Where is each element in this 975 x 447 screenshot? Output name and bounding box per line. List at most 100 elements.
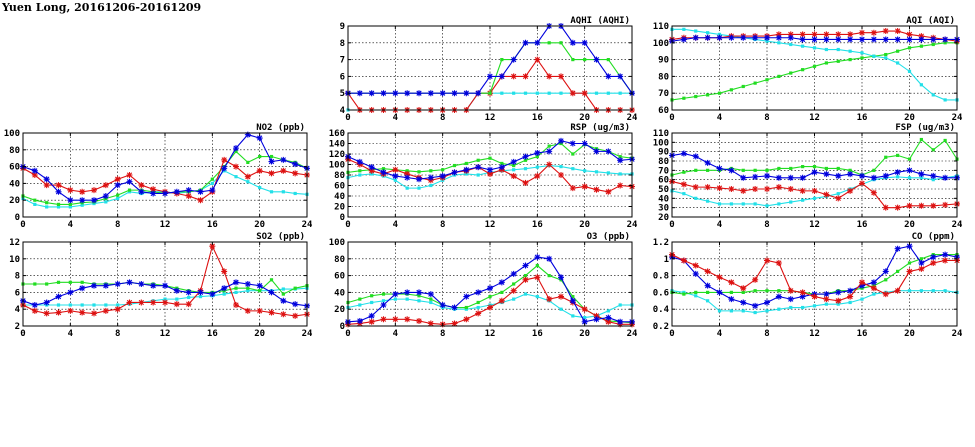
data-point — [234, 175, 238, 179]
data-point — [368, 164, 375, 171]
y-tick-label: 8 — [15, 272, 20, 282]
data-point — [150, 299, 157, 306]
y-tick-label: 5 — [340, 89, 345, 99]
data-point — [823, 296, 830, 303]
y-tick-label: 80 — [334, 255, 345, 265]
data-point — [547, 41, 551, 45]
data-point — [547, 144, 551, 148]
data-point — [824, 302, 828, 306]
data-point — [896, 61, 900, 65]
data-point — [404, 316, 411, 323]
data-point — [775, 34, 782, 41]
data-point — [859, 172, 865, 179]
data-point — [753, 289, 757, 293]
data-point — [80, 303, 84, 307]
data-point — [765, 204, 769, 208]
data-point — [392, 173, 399, 180]
data-point — [896, 153, 900, 157]
data-point — [292, 312, 299, 319]
data-point — [870, 29, 877, 36]
data-point — [571, 152, 575, 156]
data-point — [706, 168, 710, 172]
y-tick-label: 0.8 — [653, 272, 669, 282]
data-point — [162, 299, 168, 306]
data-point — [268, 289, 275, 296]
data-point — [617, 73, 624, 80]
data-point — [884, 155, 888, 159]
data-point — [293, 286, 297, 290]
data-point — [256, 167, 263, 174]
x-tick-label: 20 — [904, 220, 915, 230]
data-point — [487, 73, 493, 80]
data-point — [835, 36, 842, 43]
data-point — [741, 84, 745, 89]
data-point — [463, 90, 470, 97]
data-point — [427, 291, 434, 298]
x-tick-label: 24 — [952, 220, 963, 230]
data-point — [91, 310, 97, 317]
data-point — [222, 292, 226, 296]
y-tick-label: 70 — [658, 89, 669, 99]
y-tick-label: 60 — [658, 176, 669, 186]
data-point — [859, 29, 865, 36]
data-point — [558, 172, 564, 178]
data-point — [439, 90, 446, 97]
data-point — [163, 297, 167, 301]
data-point — [847, 171, 854, 178]
y-tick-label: 100 — [329, 238, 345, 248]
data-point — [512, 91, 516, 95]
y-tick-label: 60 — [9, 163, 20, 173]
data-point — [500, 290, 504, 294]
series-cyan — [670, 289, 959, 315]
data-point — [393, 297, 397, 301]
data-point — [114, 281, 121, 287]
data-point — [907, 289, 912, 293]
data-point — [358, 173, 362, 177]
data-point — [835, 195, 842, 202]
data-point — [234, 149, 238, 154]
data-point — [522, 276, 529, 283]
data-point — [717, 202, 722, 206]
data-point — [729, 202, 733, 206]
data-point — [43, 310, 50, 317]
data-point — [234, 286, 238, 290]
data-point — [463, 293, 470, 300]
chart-o3: 0 4 8 12 16 20 24 0 20 40 60 80 100 O3 (ppb) — [329, 232, 638, 339]
data-point — [836, 59, 840, 63]
data-point — [102, 182, 109, 189]
data-point — [546, 148, 553, 155]
data-point — [116, 196, 120, 201]
data-point — [487, 170, 493, 177]
data-point — [510, 56, 517, 63]
data-point — [392, 291, 399, 298]
data-point — [210, 177, 214, 181]
data-point — [799, 36, 806, 43]
data-point — [138, 182, 145, 189]
data-point — [848, 58, 852, 62]
data-point — [488, 295, 492, 299]
data-point — [280, 311, 287, 318]
data-point — [682, 27, 686, 31]
data-point — [405, 297, 409, 301]
data-point — [741, 202, 745, 206]
data-point — [787, 186, 794, 192]
data-point — [404, 174, 411, 181]
series-blue — [669, 150, 960, 181]
data-point — [801, 165, 805, 169]
data-point — [510, 173, 517, 180]
data-point — [680, 181, 687, 188]
data-point — [569, 39, 576, 46]
data-point — [404, 170, 411, 177]
data-point — [116, 303, 120, 307]
data-point — [368, 312, 375, 319]
data-point — [729, 309, 733, 313]
data-point — [558, 73, 564, 80]
data-point — [487, 304, 493, 311]
data-point — [546, 296, 553, 303]
y-tick-label: 100 — [329, 161, 345, 171]
data-point — [777, 166, 781, 171]
data-point — [476, 173, 480, 177]
data-point — [91, 282, 97, 289]
data-point — [523, 274, 528, 278]
data-point — [942, 201, 949, 208]
